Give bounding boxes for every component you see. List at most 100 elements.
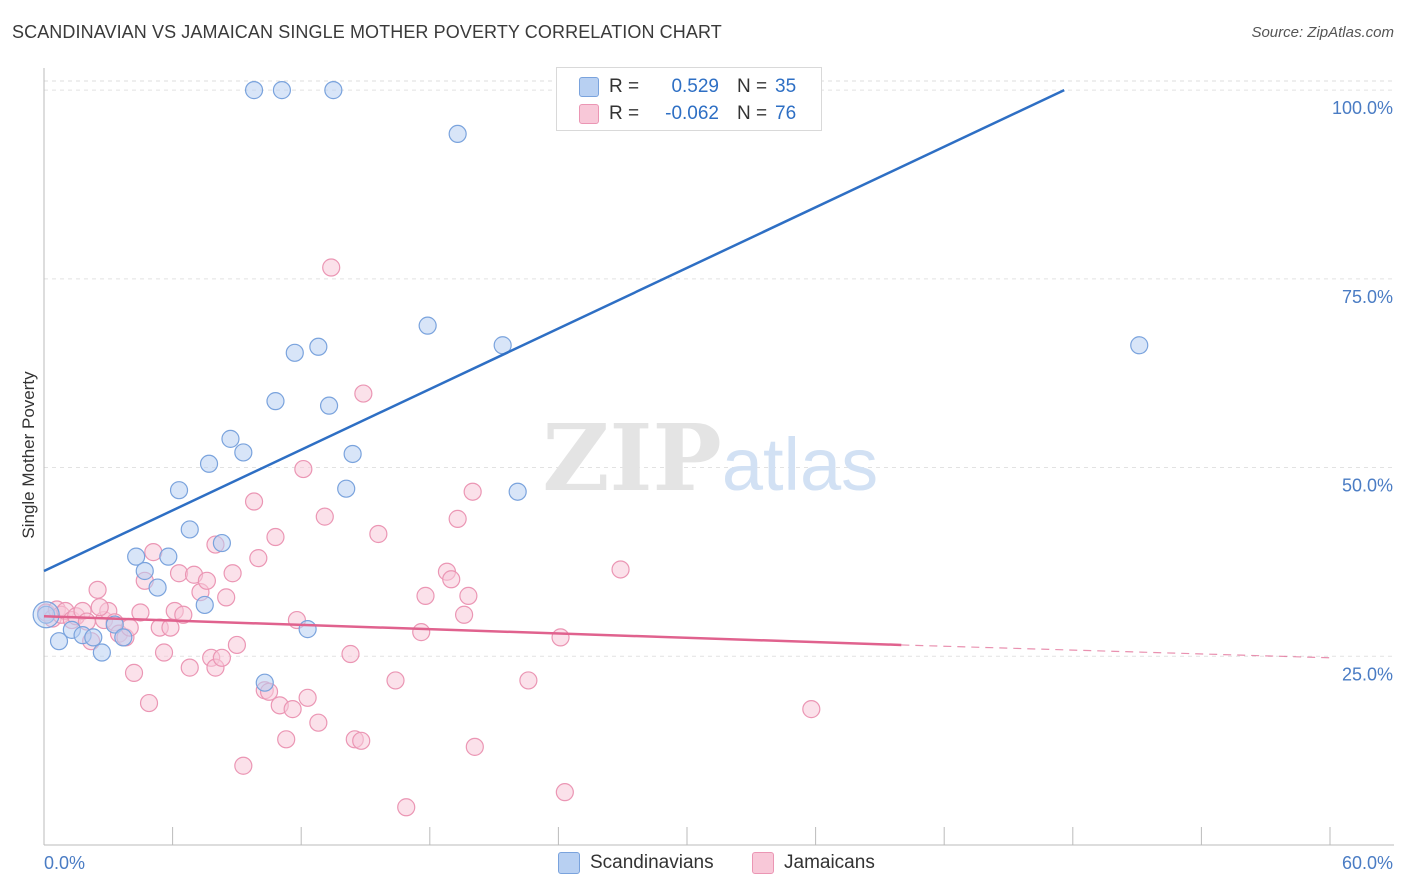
jamaicans-point <box>551 628 570 647</box>
jamaicans-point <box>463 482 482 501</box>
jamaicans-point <box>197 571 216 590</box>
watermark-atlas: atlas <box>722 423 878 506</box>
series-legend: Scandinavians Jamaicans <box>0 852 1406 876</box>
watermark-zip: ZIP <box>542 404 721 512</box>
jamaicans-point <box>412 623 431 642</box>
jamaicans-point <box>88 580 107 599</box>
r-value: 0.529 <box>671 76 719 97</box>
legend-item-scandinavians[interactable]: Scandinavians <box>558 852 714 874</box>
pink-swatch-icon <box>579 104 599 124</box>
r-label: R = <box>609 103 640 124</box>
jamaicans-point <box>234 756 253 775</box>
legend-row-scandinavians: R = 0.529 N = 35 <box>557 74 796 100</box>
jamaicans-point <box>169 564 189 583</box>
jamaicans-point <box>139 693 159 713</box>
scandinavians-point <box>418 316 437 335</box>
scandinavians-trendline <box>43 88 1065 573</box>
scandinavians-point <box>285 343 304 362</box>
jamaicans-point <box>223 564 242 583</box>
jamaicans-point <box>442 570 461 589</box>
jamaicans-point <box>341 644 360 664</box>
jamaicans-point <box>448 509 467 528</box>
jamaicans-point <box>298 688 317 707</box>
jamaicans-point <box>454 605 474 624</box>
source-label: Source: ZipAtlas.com <box>1251 24 1394 41</box>
jamaicans-point <box>802 700 821 719</box>
scandinavians-point <box>169 481 189 500</box>
jamaicans-point <box>459 586 478 605</box>
jamaicans-point <box>144 543 163 562</box>
scandinavians-point <box>32 601 60 629</box>
jamaicans-point <box>555 783 574 802</box>
scandinavians-points <box>32 81 1149 692</box>
scandinavians-point <box>105 615 124 634</box>
n-label: N = <box>737 103 768 124</box>
scandinavians-point <box>272 81 292 100</box>
jamaicans-point <box>283 700 302 719</box>
r-label: R = <box>609 76 640 97</box>
jamaicans-point <box>266 527 285 547</box>
jamaicans-point <box>397 798 416 817</box>
n-label: N = <box>737 76 768 97</box>
scandinavians-point <box>135 561 154 581</box>
scandinavians-point <box>37 605 56 624</box>
jamaicans-point <box>369 524 388 544</box>
y-axis-label: Single Mother Poverty <box>19 371 38 539</box>
grid-lines <box>44 80 1394 657</box>
scandinavians-point <box>49 632 69 651</box>
scandinavians-point <box>212 533 231 553</box>
blue-swatch-icon <box>558 852 580 874</box>
pink-swatch-icon <box>752 852 774 874</box>
jamaicans-point <box>294 459 313 479</box>
scandinavians-point <box>324 81 343 100</box>
jamaicans-point <box>277 730 296 749</box>
scandinavians-point <box>148 578 167 597</box>
jamaicans-point <box>174 605 193 624</box>
scandinavians-point <box>127 547 146 566</box>
jamaicans-point <box>416 586 435 605</box>
jamaicans-point <box>244 492 264 511</box>
blue-swatch-icon <box>579 77 599 97</box>
legend-row-jamaicans: R = -0.062 N = 76 <box>557 101 796 127</box>
jamaicans-point <box>322 258 341 277</box>
jamaicans-point <box>315 507 334 526</box>
jamaicans-point <box>249 549 268 568</box>
jamaicans-point <box>180 658 199 677</box>
scandinavians-point <box>508 482 527 501</box>
jamaicans-point <box>354 384 373 403</box>
scandinavians-point <box>244 81 264 100</box>
x-tick-label: 60.0% <box>1342 853 1393 873</box>
jamaicans-point <box>309 713 328 732</box>
jamaicans-point <box>161 618 180 637</box>
scandinavians-point <box>84 628 103 647</box>
scandinavians-point <box>92 643 111 662</box>
scandinavians-point <box>309 337 328 356</box>
trend-lines <box>43 88 1331 659</box>
jamaicans-point <box>352 731 371 750</box>
y-tick-label: 50.0% <box>1342 476 1393 496</box>
jamaicans-point <box>611 560 630 579</box>
jamaicans-trendline <box>43 615 902 647</box>
scandinavians-point <box>1130 336 1149 355</box>
scandinavians-point <box>266 392 285 411</box>
y-tick-label: 25.0% <box>1342 664 1393 684</box>
legend-item-jamaicans[interactable]: Jamaicans <box>752 852 875 874</box>
scandinavians-point <box>319 396 339 415</box>
legend-label: Scandinavians <box>590 852 714 873</box>
jamaicans-point <box>465 737 484 756</box>
jamaicans-point <box>386 671 405 690</box>
tick-labels: 100.0% 75.0% 50.0% 25.0% 0.0% 60.0% <box>44 98 1393 873</box>
axes <box>43 68 1394 846</box>
scandinavians-point <box>199 454 219 473</box>
y-tick-label: 100.0% <box>1332 98 1393 118</box>
n-value: 35 <box>775 76 797 97</box>
jamaicans-points <box>37 258 821 817</box>
jamaicans-point <box>212 648 231 667</box>
jamaicans-point <box>519 671 538 690</box>
jamaicans-point <box>90 598 109 617</box>
legend-label: Jamaicans <box>784 852 875 873</box>
x-tick-label: 0.0% <box>44 853 85 873</box>
scandinavians-point <box>180 520 199 539</box>
jamaicans-point <box>124 663 144 682</box>
scandinavians-point <box>221 429 240 448</box>
